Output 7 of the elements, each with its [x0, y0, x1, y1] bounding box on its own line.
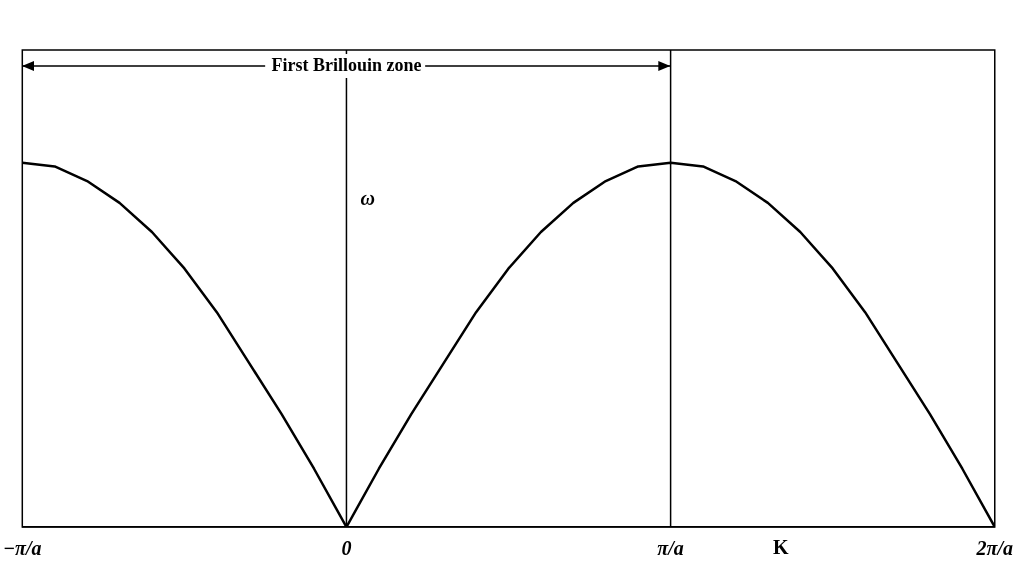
y-axis-title: ω — [360, 187, 375, 210]
x-tick-label: 2π/a — [975, 537, 1013, 560]
x-tick-label: 0 — [341, 537, 352, 560]
x-tick-label: −π/a — [3, 537, 42, 560]
x-axis-title: K — [773, 536, 790, 559]
x-tick-label: π/a — [657, 537, 684, 560]
text: First Brillouin zone — [271, 54, 422, 75]
